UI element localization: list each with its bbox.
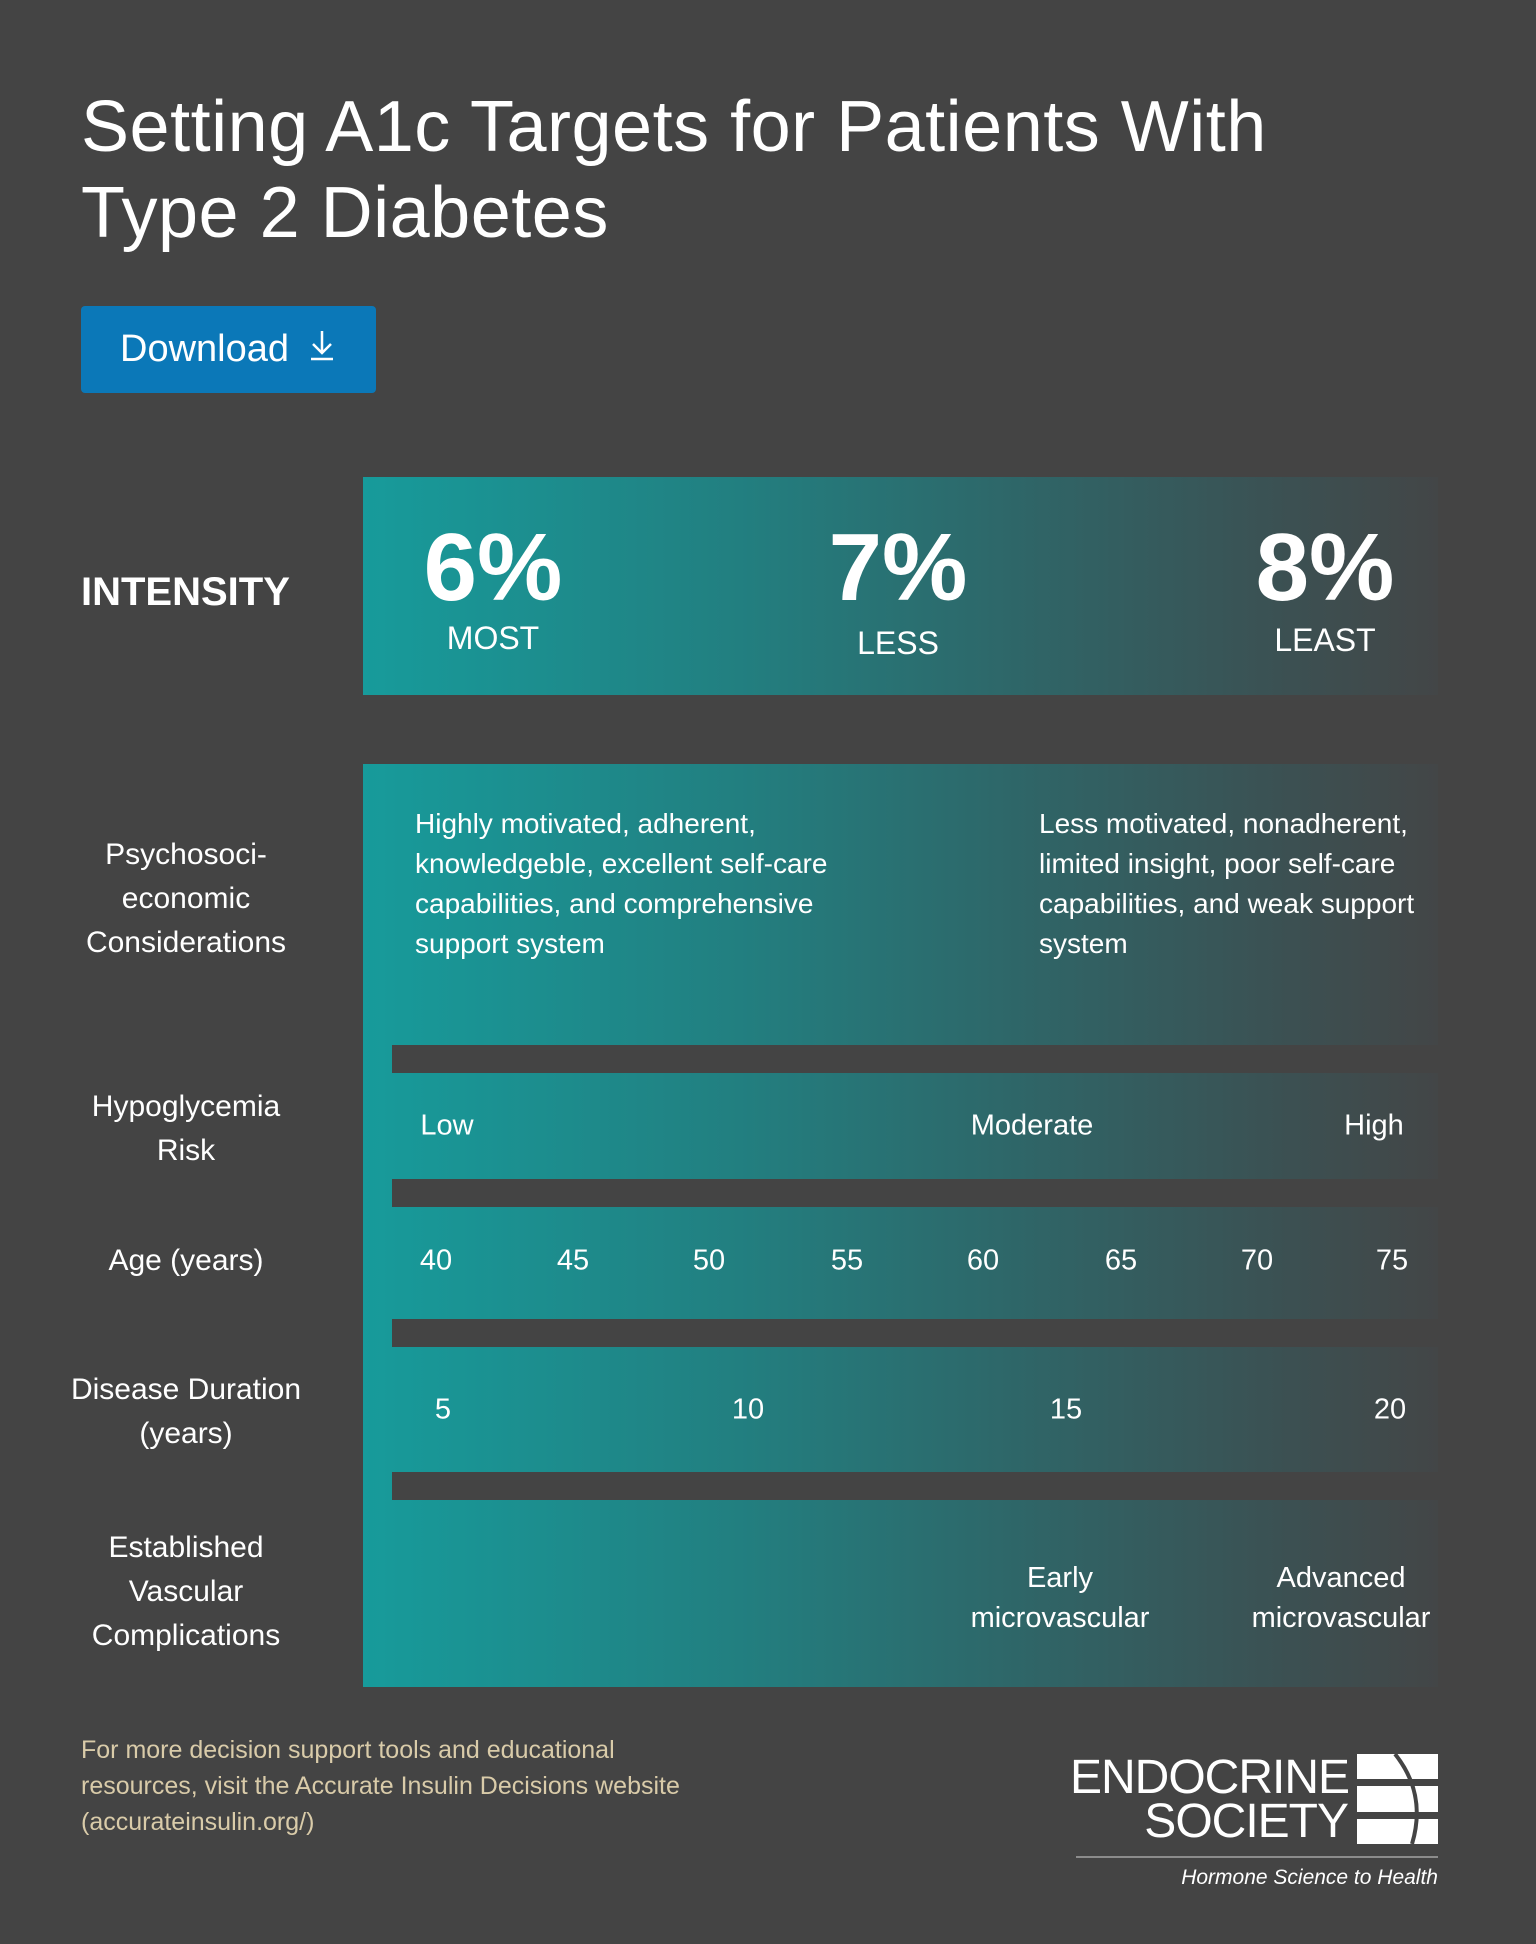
text-line: Advanced xyxy=(1276,1562,1406,1594)
age-value: 75 xyxy=(1375,1244,1409,1277)
logo-tagline: Hormone Science to Health xyxy=(1181,1866,1438,1889)
label-line: Risk xyxy=(156,1134,216,1167)
psycho-right-text: Less motivated, nonadherent, limited ins… xyxy=(1039,808,1415,959)
page-title: Setting A1c Targets for Patients With Ty… xyxy=(81,84,1381,256)
title-line-2: Type 2 Diabetes xyxy=(81,173,609,253)
label-line: Disease Duration xyxy=(70,1373,302,1406)
footer-line[interactable]: resources, visit the Accurate Insulin De… xyxy=(81,1772,680,1800)
row-label-age: Age (years) xyxy=(108,1244,264,1277)
intensity-level-least: LEAST xyxy=(1274,622,1376,658)
duration-value: 20 xyxy=(1373,1393,1407,1426)
age-value: 55 xyxy=(830,1244,864,1277)
age-value: 40 xyxy=(419,1244,453,1277)
duration-value: 10 xyxy=(731,1393,765,1426)
logo-line-1: ENDOCRINE xyxy=(1070,1751,1350,1804)
vascular-early: Early microvascular xyxy=(940,1558,1180,1638)
download-button[interactable]: Download xyxy=(81,306,376,393)
hypo-low: Low xyxy=(420,1109,474,1142)
age-value: 50 xyxy=(692,1244,726,1277)
intensity-label: INTENSITY xyxy=(81,570,290,614)
title-line-1: Setting A1c Targets for Patients With xyxy=(81,87,1267,167)
duration-value: 15 xyxy=(1049,1393,1083,1426)
footer-link[interactable]: (accurateinsulin.org/) xyxy=(81,1808,315,1836)
label-line: Complications xyxy=(91,1619,281,1652)
logo-divider xyxy=(1076,1856,1438,1858)
row-label-disease-duration: Disease Duration (years) xyxy=(36,1368,336,1456)
endocrine-society-logo-icon xyxy=(1357,1752,1438,1849)
label-line: (years) xyxy=(139,1417,233,1450)
hypo-high: High xyxy=(1344,1109,1404,1142)
row-label-vascular-complications: Established Vascular Complications xyxy=(36,1526,336,1658)
age-value: 65 xyxy=(1104,1244,1138,1277)
text-line: Early xyxy=(1026,1562,1094,1594)
duration-value: 5 xyxy=(434,1393,452,1426)
intensity-value-6: 6% xyxy=(423,514,563,621)
download-label: Download xyxy=(120,328,289,370)
vascular-advanced: Advanced microvascular xyxy=(1221,1558,1461,1638)
row-label-hypoglycemia-risk: Hypoglycemia Risk xyxy=(36,1085,336,1173)
row-divider xyxy=(392,1179,1438,1207)
age-value: 70 xyxy=(1240,1244,1274,1277)
label-line: Psychosoci- xyxy=(105,838,267,871)
text-line: microvascular xyxy=(1251,1602,1431,1634)
row-divider xyxy=(392,1472,1438,1500)
row-divider xyxy=(392,1045,1438,1073)
intensity-value-7: 7% xyxy=(828,514,968,621)
intensity-level-less: LESS xyxy=(857,625,939,661)
download-arrow-icon xyxy=(307,328,337,372)
endocrine-society-logo-text: ENDOCRINE SOCIETY xyxy=(1070,1751,1350,1848)
psycho-left-text: Highly motivated, adherent, knowledgeble… xyxy=(415,808,828,959)
footer-note: For more decision support tools and educ… xyxy=(81,1732,801,1840)
hypo-moderate: Moderate xyxy=(970,1109,1094,1142)
age-value: 60 xyxy=(966,1244,1000,1277)
intensity-panel xyxy=(363,477,1438,695)
age-value: 45 xyxy=(556,1244,590,1277)
row-divider xyxy=(392,1319,1438,1347)
footer-line: For more decision support tools and educ… xyxy=(81,1736,615,1764)
logo-line-2: SOCIETY xyxy=(1144,1795,1349,1848)
row-label-psychosocioeconomic: Psychosoci- economic Considerations xyxy=(36,833,336,965)
label-line: Vascular xyxy=(128,1575,244,1608)
text-line: microvascular xyxy=(970,1602,1150,1634)
label-line: Hypoglycemia xyxy=(91,1090,281,1123)
label-line: economic xyxy=(121,882,251,915)
label-line: Considerations xyxy=(85,926,287,959)
intensity-value-8: 8% xyxy=(1255,514,1395,621)
intensity-level-most: MOST xyxy=(446,620,540,656)
label-line: Established xyxy=(108,1531,264,1564)
considerations-panel xyxy=(363,764,1438,1687)
